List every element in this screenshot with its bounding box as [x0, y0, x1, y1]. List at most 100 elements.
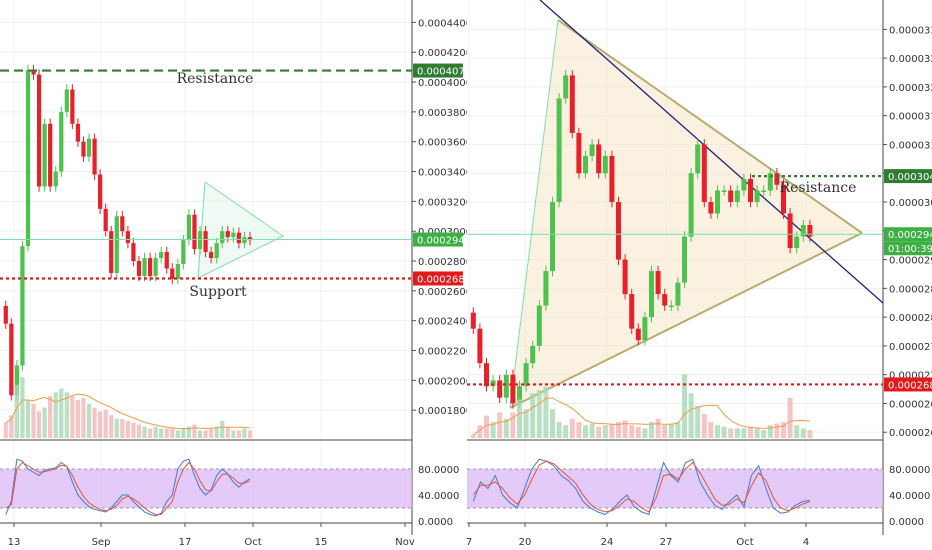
volume-bar [741, 428, 747, 438]
candle-body [582, 155, 589, 174]
candle-body [668, 305, 674, 308]
volume-bar [477, 425, 483, 438]
volume-bar [622, 420, 628, 438]
volume-bar [120, 419, 125, 438]
price-tick-label: 0.00002800 [889, 313, 932, 324]
candle-body [767, 173, 773, 191]
candle-body [59, 111, 64, 172]
price-tag [884, 227, 932, 242]
volume-bar [203, 430, 208, 438]
volume-bar [36, 411, 42, 438]
volume-bar [714, 425, 721, 438]
volume-bar [721, 426, 727, 438]
candle-body [734, 190, 740, 203]
time-tick-label: 13 [8, 537, 21, 548]
stochastic-d-line [5, 461, 251, 515]
price-tick-label: 0.0002600 [418, 287, 472, 298]
candle-body [164, 252, 169, 269]
volume-bar [31, 403, 36, 438]
candle-body [629, 294, 635, 329]
candle-body [225, 231, 230, 238]
candle-body [543, 271, 549, 306]
price-tag-label: 01:00:39 [888, 244, 932, 255]
volume-bar [131, 422, 136, 438]
price-tag [413, 232, 463, 247]
volume-bar [136, 424, 142, 438]
candle-body [741, 178, 747, 191]
volume-bar [497, 412, 503, 438]
price-tick-label: 0.00002900 [889, 256, 932, 267]
candle-body [125, 231, 130, 244]
volume-bar [536, 390, 542, 438]
stochastic-d-line [472, 460, 811, 513]
stochastic-tick-label: 40.0000 [889, 491, 930, 502]
candle-body [9, 323, 14, 396]
volume-bar [159, 428, 164, 438]
candle-body [98, 174, 103, 209]
volume-bar [181, 428, 186, 438]
volume-bar [668, 423, 674, 438]
volume-bar [48, 396, 53, 438]
candle-body [147, 258, 153, 276]
candle-body [556, 98, 562, 203]
volume-bar [20, 377, 25, 438]
price-tick-label: 0.00003200 [889, 83, 932, 94]
triangle-left-edge [509, 19, 559, 409]
volume-bar [81, 398, 86, 438]
time-tick-label: 24 [601, 537, 614, 548]
price-tag [884, 377, 932, 392]
candle-body [714, 190, 721, 214]
candle-body [20, 246, 25, 366]
candle-body [81, 141, 86, 157]
price-tick-label: 0.00002850 [889, 284, 932, 295]
stochastic-tick-label: 0.0000 [418, 517, 453, 528]
volume-bar [98, 411, 103, 438]
candle-body [794, 236, 800, 249]
candle-body [728, 190, 734, 203]
candle-body [721, 190, 727, 193]
candle-body [662, 294, 668, 306]
price-tick-label: 0.0004200 [418, 48, 472, 59]
triangle-upper-edge [557, 19, 863, 234]
price-tick-label: 0.0003200 [418, 197, 472, 208]
price-tick-label: 0.00002600 [889, 428, 932, 439]
volume-bar [103, 409, 108, 438]
candle-body [203, 231, 208, 253]
candle-body [536, 305, 542, 346]
time-tick-label: 17 [179, 537, 192, 548]
candle-body [523, 363, 529, 387]
price-tag [884, 241, 932, 256]
volume-bar [153, 426, 158, 438]
candle-body [242, 237, 247, 244]
stochastic-k-line [5, 458, 251, 517]
candle-body [42, 123, 47, 187]
volume-bar [800, 428, 806, 438]
volume-bar [655, 418, 661, 438]
candle-body [197, 231, 203, 250]
volume-bar [510, 412, 516, 438]
candle-body [14, 365, 19, 396]
candle-body [114, 216, 119, 273]
volume-bar [53, 392, 58, 438]
price-tag-label: 0.0003045 [888, 172, 932, 183]
price-tick-label: 0.00003250 [889, 54, 932, 65]
candle-body [747, 178, 754, 203]
time-tick-label: 15 [315, 537, 328, 548]
volume-bar [556, 422, 562, 438]
candle-body [490, 380, 496, 387]
volume-bar [3, 422, 8, 438]
candle-body [53, 171, 58, 187]
volume-bar [503, 418, 509, 438]
volume-bar [688, 393, 694, 438]
volume-bar [695, 406, 701, 438]
time-tick-label: Oct [736, 537, 753, 548]
candle-body [75, 123, 81, 142]
volume-bar [142, 426, 147, 438]
volume-bar [629, 425, 635, 438]
volume-bar [648, 422, 655, 438]
volume-bar [170, 428, 175, 438]
price-tick-label: 0.00002700 [889, 371, 932, 382]
volume-bar [767, 425, 773, 438]
volume-bar [615, 422, 622, 438]
